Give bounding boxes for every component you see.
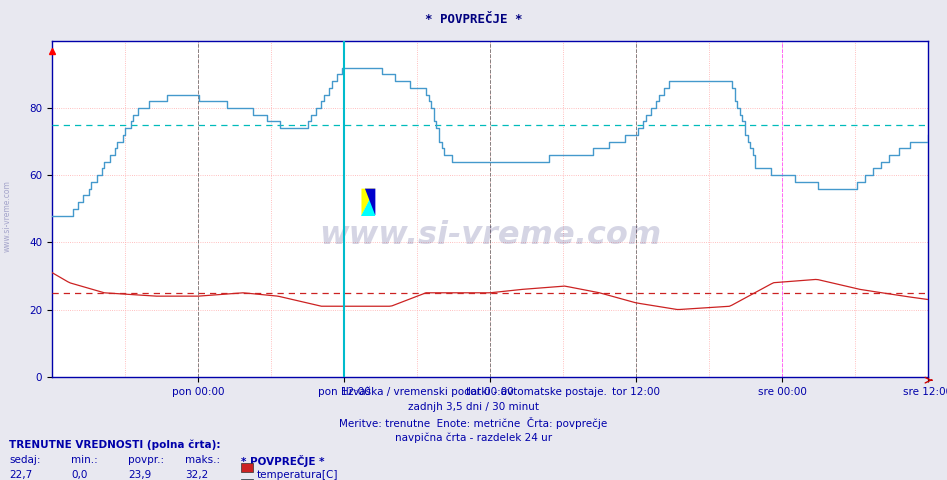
Text: navpična črta - razdelek 24 ur: navpična črta - razdelek 24 ur [395,432,552,443]
Text: temperatura[C]: temperatura[C] [257,470,338,480]
Text: * POVPREČJE *: * POVPREČJE * [425,13,522,26]
Text: Meritve: trenutne  Enote: metrične  Črta: povprečje: Meritve: trenutne Enote: metrične Črta: … [339,417,608,429]
Text: www.si-vreme.com: www.si-vreme.com [319,220,661,251]
Text: zadnjh 3,5 dni / 30 minut: zadnjh 3,5 dni / 30 minut [408,402,539,412]
Polygon shape [365,189,375,216]
Text: TRENUTNE VREDNOSTI (polna črta):: TRENUTNE VREDNOSTI (polna črta): [9,439,221,450]
Text: Hrvaška / vremenski podatki - avtomatske postaje.: Hrvaška / vremenski podatki - avtomatske… [341,386,606,397]
Text: maks.:: maks.: [185,455,220,465]
Text: www.si-vreme.com: www.si-vreme.com [3,180,12,252]
Text: min.:: min.: [71,455,98,465]
Text: sedaj:: sedaj: [9,455,41,465]
Text: 0,0: 0,0 [71,470,87,480]
Text: 32,2: 32,2 [185,470,208,480]
Text: * POVPREČJE *: * POVPREČJE * [241,455,325,467]
Text: povpr.:: povpr.: [128,455,164,465]
Polygon shape [362,189,375,216]
Text: 23,9: 23,9 [128,470,152,480]
Text: 22,7: 22,7 [9,470,33,480]
Polygon shape [362,189,375,216]
